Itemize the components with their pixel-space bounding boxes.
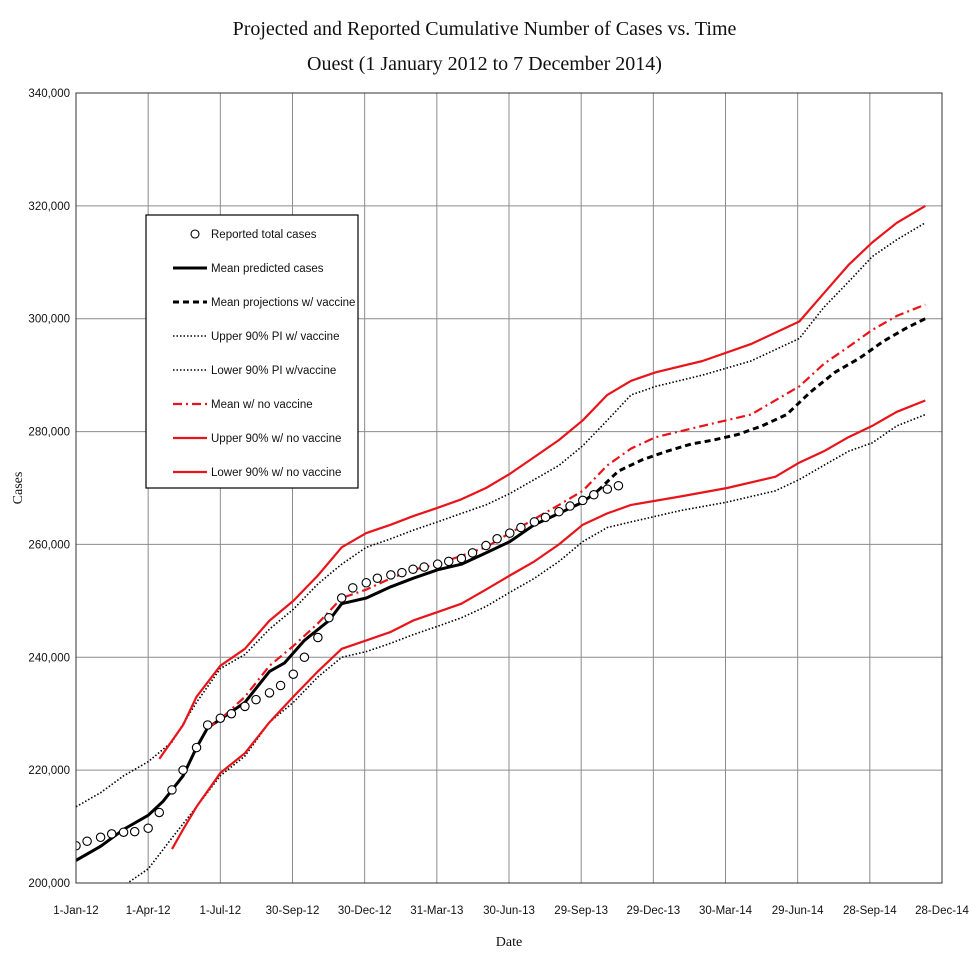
- y-axis-label: Cases: [11, 472, 26, 505]
- x-tick-label: 1-Jan-12: [53, 905, 98, 917]
- y-tick-label: 220,000: [28, 765, 70, 777]
- data-point: [226, 708, 237, 719]
- data-point: [336, 593, 347, 603]
- legend-label-lower-90-w-no-vaccine: Lower 90% w/ no vaccine: [211, 467, 341, 479]
- data-point: [492, 534, 502, 544]
- legend-label-mean-predicted-cases: Mean predicted cases: [211, 263, 324, 275]
- series-line-mean-predicted-cases: [76, 489, 599, 862]
- legend-label-mean-w-no-vaccine: Mean w/ no vaccine: [211, 399, 313, 411]
- x-tick-label: 31-Mar-13: [410, 905, 463, 917]
- legend-box: [145, 214, 359, 489]
- series-line-lower-90-pi-w-vaccine: [126, 413, 926, 883]
- data-point: [578, 495, 588, 506]
- data-point: [143, 823, 153, 834]
- data-point: [118, 827, 129, 837]
- series-layer: [76, 204, 926, 883]
- data-point: [106, 829, 117, 839]
- legend-label-upper-90-pi-w-vaccine: Upper 90% PI w/ vaccine: [211, 331, 339, 343]
- x-tick-label: 28-Dec-14: [915, 905, 969, 917]
- y-tick-label: 340,000: [28, 88, 70, 100]
- data-point: [432, 559, 443, 569]
- x-tick-label: 28-Sep-14: [843, 905, 897, 917]
- data-point: [191, 742, 202, 753]
- x-tick-label: 29-Dec-13: [626, 905, 680, 917]
- data-point: [467, 548, 478, 558]
- data-point: [613, 480, 624, 491]
- y-tick-label: 280,000: [28, 427, 70, 439]
- x-tick-label: 30-Sep-12: [266, 905, 320, 917]
- data-point: [240, 701, 250, 712]
- data-point: [540, 512, 551, 523]
- data-point: [82, 836, 92, 846]
- data-point: [456, 553, 467, 564]
- y-tick-label: 240,000: [28, 652, 70, 664]
- legend-marker-reported-total-cases: [190, 229, 200, 239]
- x-tick-label: 29-Jun-14: [772, 905, 824, 917]
- data-point: [443, 556, 454, 567]
- data-point: [554, 506, 564, 517]
- legend-label-lower-90-pi-w-vaccine: Lower 90% PI w/vaccine: [211, 365, 336, 377]
- data-point: [324, 613, 334, 623]
- series-line-upper-90-w-no-vaccine: [158, 204, 926, 760]
- y-tick-label: 320,000: [28, 201, 70, 213]
- series-line-upper-90-pi-w-vaccine: [76, 222, 926, 808]
- legend-label-mean-projections-w-vaccine: Mean projections w/ vaccine: [211, 297, 355, 309]
- x-tick-label: 29-Sep-13: [554, 905, 608, 917]
- y-tick-label: 300,000: [28, 314, 70, 326]
- data-point: [348, 583, 358, 593]
- data-point: [251, 694, 261, 705]
- x-tick-label: 1-Apr-12: [126, 905, 171, 917]
- plot-area-border: [75, 92, 943, 884]
- x-tick-label: 1-Jul-12: [200, 905, 242, 917]
- legend-label-upper-90-w-no-vaccine: Upper 90% w/ no vaccine: [211, 433, 341, 445]
- data-point: [529, 517, 540, 527]
- x-tick-label: 30-Jun-13: [483, 905, 535, 917]
- data-point: [397, 567, 407, 578]
- x-tick-label: 30-Mar-14: [699, 905, 753, 917]
- tick-labels: 200,000 220,000 240,000 260,000 280,000 300,0…: [28, 88, 969, 917]
- series-reported-total-cases: [76, 480, 624, 851]
- series-line-mean-projections-w-vaccine: [596, 317, 926, 492]
- data-point: [505, 528, 515, 538]
- series-line-lower-90-w-no-vaccine: [171, 399, 926, 850]
- data-point: [481, 540, 491, 551]
- data-point: [386, 570, 396, 580]
- data-point: [129, 826, 140, 837]
- y-tick-label: 260,000: [28, 539, 70, 551]
- data-point: [419, 562, 429, 572]
- data-point: [275, 680, 286, 691]
- data-point: [372, 573, 383, 584]
- legend: Reported total cases Mean predicted cases…: [145, 214, 359, 489]
- data-point: [361, 578, 372, 588]
- data-point: [95, 832, 106, 843]
- y-tick-label: 200,000: [28, 878, 70, 890]
- chart-title: Projected and Reported Cumulative Number…: [233, 18, 737, 40]
- data-point: [299, 652, 310, 663]
- data-point: [408, 564, 418, 575]
- data-point: [215, 713, 226, 723]
- data-point: [154, 807, 165, 818]
- data-point: [264, 688, 275, 698]
- data-point: [602, 484, 613, 494]
- data-point: [565, 501, 575, 511]
- x-tick-label: 30-Dec-12: [338, 905, 392, 917]
- chart-subtitle: Ouest (1 January 2012 to 7 December 2014…: [307, 53, 662, 75]
- data-point: [313, 632, 323, 643]
- data-point: [202, 720, 213, 730]
- data-point: [589, 490, 599, 500]
- data-point: [167, 785, 177, 795]
- legend-label-reported-total-cases: Reported total cases: [211, 229, 317, 241]
- data-point: [516, 522, 526, 533]
- x-axis-label: Date: [496, 935, 522, 950]
- data-point: [288, 669, 299, 679]
- data-point: [178, 765, 188, 775]
